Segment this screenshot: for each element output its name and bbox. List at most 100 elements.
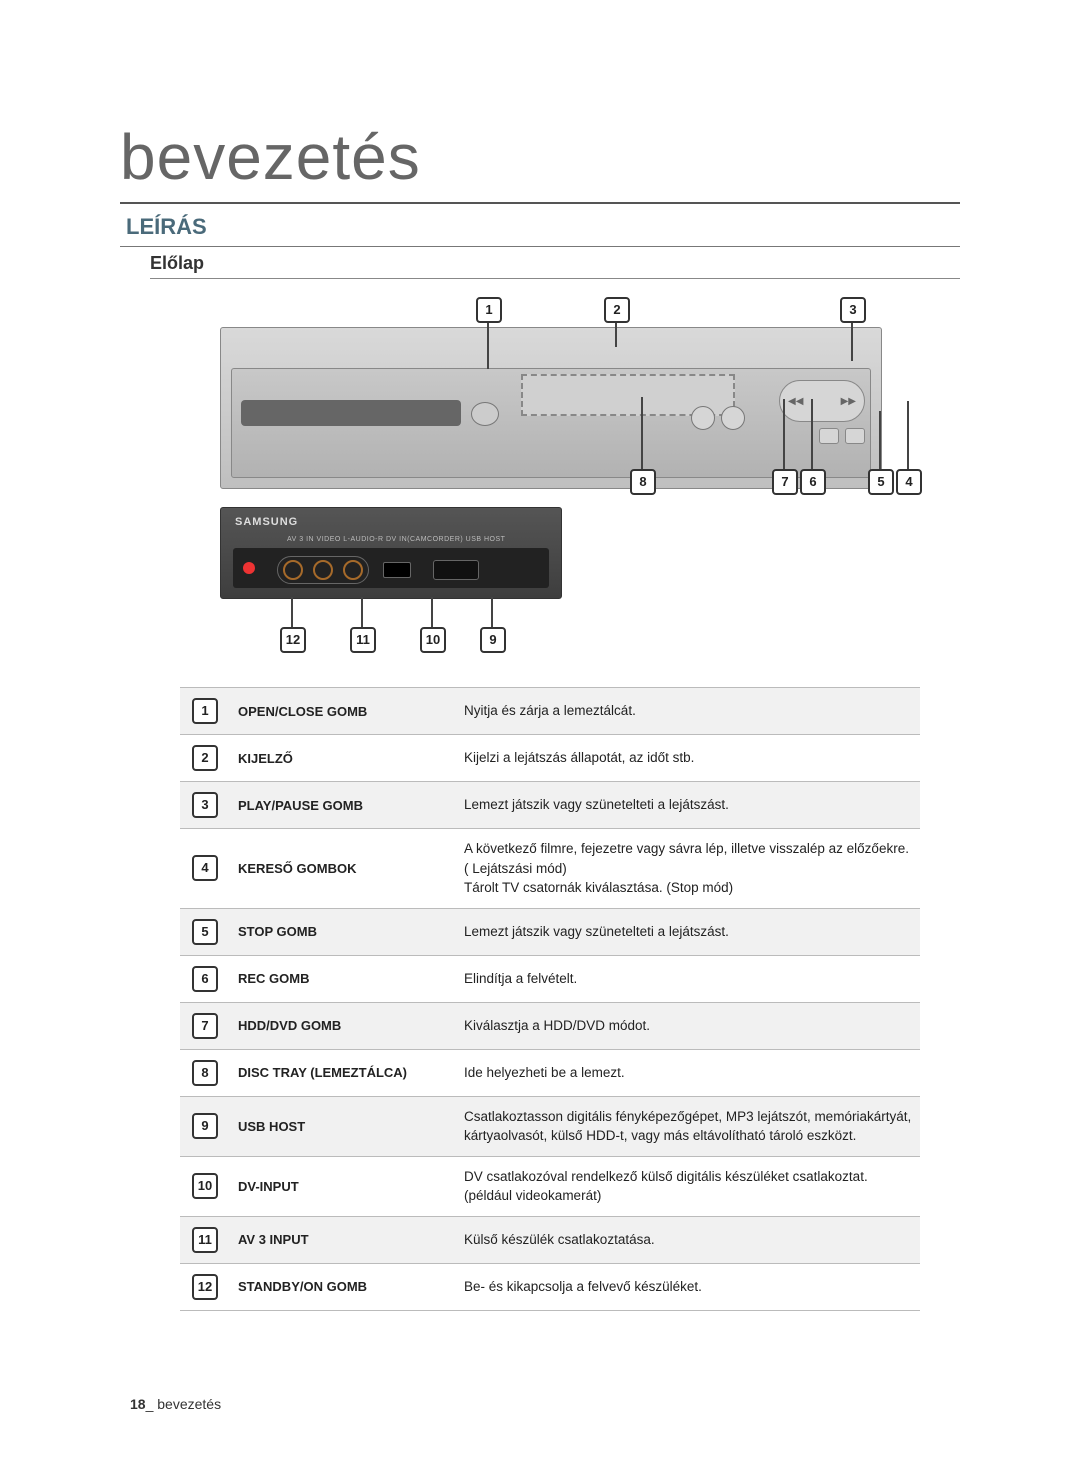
table-row: 7 HDD/DVD GOMBKiválasztja a HDD/DVD módot… [180, 1002, 920, 1049]
section-rule [120, 246, 960, 247]
row-number-badge: 1 [192, 698, 218, 724]
document-page: bevezetés LEÍRÁS Előlap ◀◀ ▶▶ [0, 0, 1080, 1472]
row-number-cell: 10 [180, 1156, 230, 1216]
row-name: KIJELZŐ [230, 735, 456, 782]
table-row: 8DISC TRAY (LEMEZTÁLCA)Ide helyezheti be… [180, 1049, 920, 1096]
table-row: 3 PLAY/PAUSE GOMBLemezt játszik vagy szün… [180, 782, 920, 829]
diagram-container: ◀◀ ▶▶ SAMSUNG AV 3 IN VIDEO L-AUDIO-R DV… [180, 297, 920, 657]
callout-9: 9 [480, 627, 506, 653]
leader-line [811, 399, 813, 469]
leader-line [641, 397, 643, 469]
row-number-cell: 11 [180, 1216, 230, 1263]
table-row: 5 STOP GOMBLemezt játszik vagy szünetelte… [180, 908, 920, 955]
table-row: 12STANDBY/ON GOMBBe- és kikapcsolja a fe… [180, 1263, 920, 1310]
row-number-cell: 5 [180, 908, 230, 955]
callout-6: 6 [800, 469, 826, 495]
row-number-badge: 4 [192, 855, 218, 881]
row-description: Külső készülék csatlakoztatása. [456, 1216, 920, 1263]
callout-8: 8 [630, 469, 656, 495]
row-description: Lemezt játszik vagy szünetelteti a leját… [456, 782, 920, 829]
row-number-badge: 5 [192, 919, 218, 945]
row-number-badge: 11 [192, 1227, 218, 1253]
leader-line [783, 399, 785, 469]
hdd-dvd-button-icon [691, 406, 715, 430]
row-number-cell: 8 [180, 1049, 230, 1096]
port-row: AV 3 IN VIDEO L-AUDIO-R DV IN(CAMCORDER)… [233, 548, 549, 588]
row-number-cell: 3 [180, 782, 230, 829]
footer-text: _ bevezetés [146, 1396, 222, 1412]
row-number-badge: 8 [192, 1060, 218, 1086]
disc-tray-icon [241, 400, 461, 426]
dv-input-port-icon [383, 562, 411, 578]
leader-line [879, 411, 881, 469]
row-description: Ide helyezheti be a lemezt. [456, 1049, 920, 1096]
row-description: DV csatlakozóval rendelkező külső digitá… [456, 1156, 920, 1216]
callout-2: 2 [604, 297, 630, 323]
leader-line [851, 321, 853, 361]
stop-button-icon [819, 428, 839, 444]
row-name: REC GOMB [230, 955, 456, 1002]
table-row: 10 DV-INPUTDV csatlakozóval rendelkező kü… [180, 1156, 920, 1216]
sub-title: Előlap [150, 253, 960, 274]
callout-5: 5 [868, 469, 894, 495]
row-name: HDD/DVD GOMB [230, 1002, 456, 1049]
rec-button-icon [721, 406, 745, 430]
callout-1: 1 [476, 297, 502, 323]
footer-page-number: 18 [130, 1396, 146, 1412]
leader-line [431, 597, 433, 627]
title-rule [120, 202, 960, 204]
port-labels: AV 3 IN VIDEO L-AUDIO-R DV IN(CAMCORDER)… [287, 536, 505, 543]
row-name: KERESŐ GOMBOK [230, 829, 456, 909]
lower-panel: SAMSUNG AV 3 IN VIDEO L-AUDIO-R DV IN(CA… [220, 507, 562, 599]
callout-3: 3 [840, 297, 866, 323]
table-row: 2 KIJELZŐKijelzi a lejátszás állapotát, a… [180, 735, 920, 782]
description-table: 1OPEN/CLOSE GOMBNyitja és zárja a lemezt… [180, 687, 920, 1311]
row-description: Lemezt játszik vagy szünetelteti a leját… [456, 908, 920, 955]
callout-11: 11 [350, 627, 376, 653]
row-name: STOP GOMB [230, 908, 456, 955]
row-description: Kijelzi a lejátszás állapotát, az időt s… [456, 735, 920, 782]
row-number-cell: 1 [180, 688, 230, 735]
row-number-cell: 4 [180, 829, 230, 909]
row-number-badge: 7 [192, 1013, 218, 1039]
page-footer: 18_ bevezetés [130, 1396, 221, 1412]
table-row: 6 REC GOMBElindítja a felvételt. [180, 955, 920, 1002]
row-number-badge: 10 [192, 1173, 218, 1199]
usb-host-port-icon [433, 560, 479, 580]
row-number-cell: 6 [180, 955, 230, 1002]
sub-rule [150, 278, 960, 279]
table-row: 1OPEN/CLOSE GOMBNyitja és zárja a lemezt… [180, 688, 920, 735]
brand-label: SAMSUNG [235, 516, 298, 528]
leader-line [291, 597, 293, 627]
row-description: Elindítja a felvételt. [456, 955, 920, 1002]
callout-7: 7 [772, 469, 798, 495]
open-close-button-icon [471, 402, 499, 426]
row-name: AV 3 INPUT [230, 1216, 456, 1263]
row-name: DV-INPUT [230, 1156, 456, 1216]
page-title: bevezetés [120, 120, 960, 194]
play-pause-cluster-icon: ◀◀ ▶▶ [779, 380, 865, 422]
row-number-badge: 6 [192, 966, 218, 992]
row-description: Kiválasztja a HDD/DVD módot. [456, 1002, 920, 1049]
leader-line [615, 321, 617, 347]
front-panel-diagram: ◀◀ ▶▶ SAMSUNG AV 3 IN VIDEO L-AUDIO-R DV… [180, 297, 920, 657]
table-row: 4 KERESŐ GOMBOKA következő filmre, fejeze… [180, 829, 920, 909]
callout-12: 12 [280, 627, 306, 653]
row-description: A következő filmre, fejezetre vagy sávra… [456, 829, 920, 909]
standby-led-icon [243, 562, 255, 574]
row-number-cell: 2 [180, 735, 230, 782]
callout-4: 4 [896, 469, 922, 495]
row-number-cell: 12 [180, 1263, 230, 1310]
row-number-badge: 3 [192, 792, 218, 818]
callout-10: 10 [420, 627, 446, 653]
row-description: Be- és kikapcsolja a felvevő készüléket. [456, 1263, 920, 1310]
seek-back-icon: ◀◀ [788, 396, 803, 407]
leader-line [487, 321, 489, 369]
row-name: PLAY/PAUSE GOMB [230, 782, 456, 829]
row-number-badge: 12 [192, 1274, 218, 1300]
search-button-icon [845, 428, 865, 444]
row-number-badge: 2 [192, 745, 218, 771]
row-number-cell: 7 [180, 1002, 230, 1049]
av3-audio-r-port-icon [343, 560, 363, 580]
table-row: 9USB HOSTCsatlakoztasson digitális fényk… [180, 1096, 920, 1156]
